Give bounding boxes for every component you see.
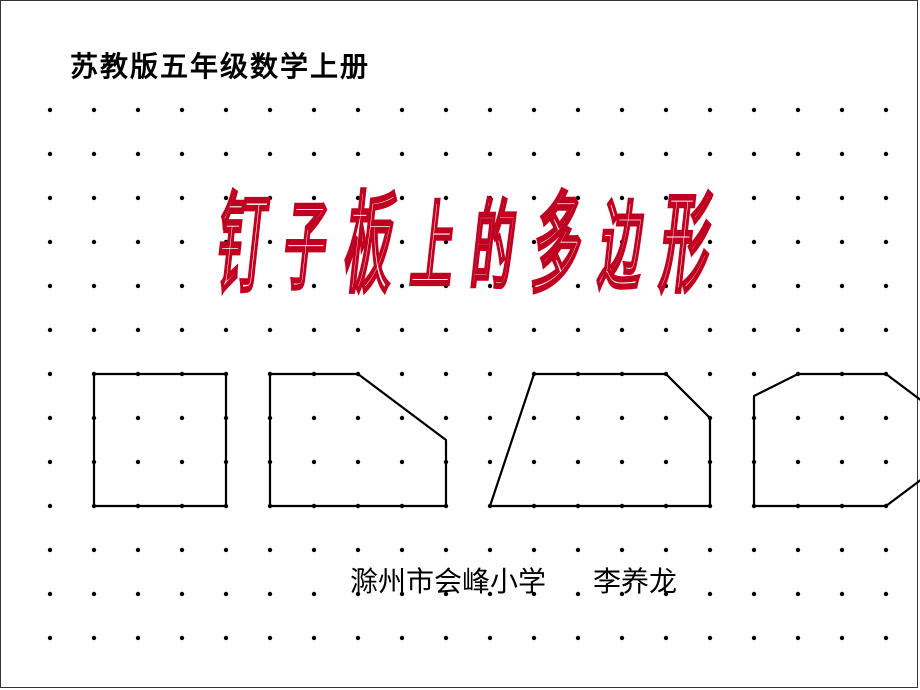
school-name: 滁州市会峰小学 <box>350 567 546 598</box>
main-title: 钉子板上的多边形 <box>204 211 716 279</box>
author-name: 李养龙 <box>593 567 677 598</box>
title-char: 形 <box>658 191 706 300</box>
polygon-pentagon-1 <box>490 374 710 506</box>
polygon-pentagon-2 <box>754 374 920 506</box>
title-char: 边 <box>597 200 639 296</box>
title-char: 子 <box>281 200 323 296</box>
polygons-group <box>94 374 920 506</box>
polygon-square <box>94 374 226 506</box>
textbook-header: 苏教版五年级数学上册 <box>70 45 370 85</box>
polygon-right-trapezoid <box>270 374 446 506</box>
title-char: 上 <box>409 200 451 296</box>
attribution-line: 滁州市会峰小学 李养龙 <box>350 560 677 600</box>
title-char: 多 <box>530 191 578 300</box>
title-char: 钉 <box>214 191 262 300</box>
title-char: 的 <box>469 200 511 296</box>
title-char: 板 <box>342 191 390 300</box>
